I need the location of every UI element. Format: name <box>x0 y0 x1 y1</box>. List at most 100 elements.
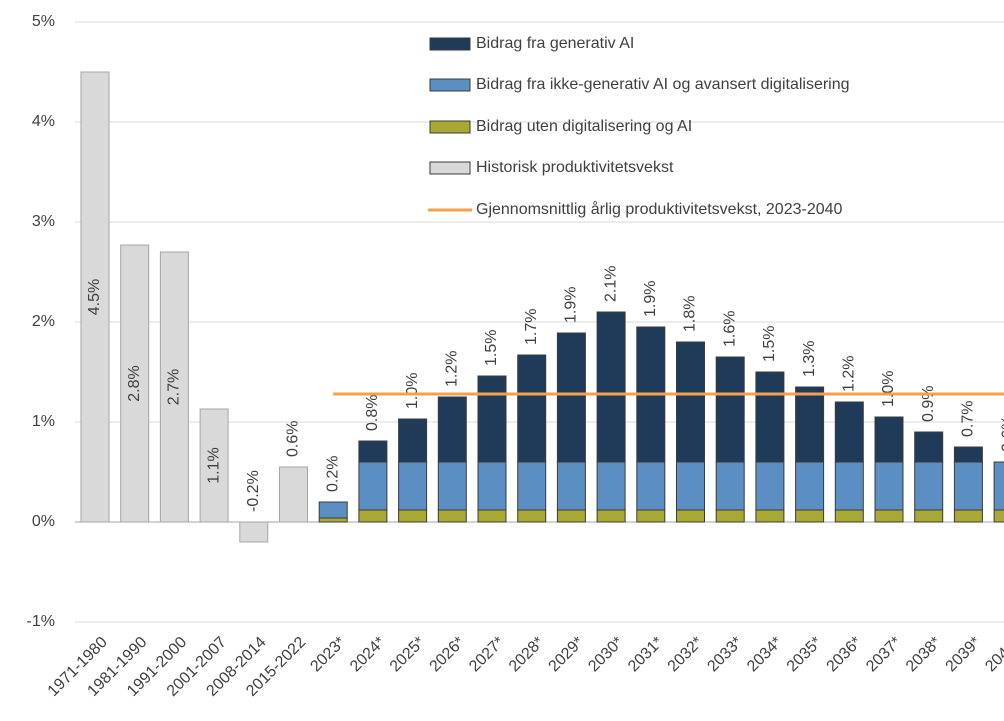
legend-label: Bidrag fra generativ AI <box>476 35 634 52</box>
x-tick-label: 2038* <box>903 634 945 676</box>
data-label: 0.9% <box>920 386 937 422</box>
bar <box>596 311 626 463</box>
data-label: 0.8% <box>364 395 381 431</box>
bar <box>715 509 745 523</box>
data-label: -0.2% <box>245 470 262 512</box>
data-label: 1.9% <box>563 287 580 323</box>
bar <box>874 416 904 463</box>
data-label: 2.7% <box>166 369 183 405</box>
bar <box>795 386 825 463</box>
bar <box>556 509 586 523</box>
bar <box>636 461 666 511</box>
data-label: 1.9% <box>642 281 659 317</box>
bar <box>676 461 705 511</box>
bar <box>755 371 785 463</box>
bar <box>676 509 705 523</box>
bar <box>437 461 467 511</box>
bar <box>517 354 547 463</box>
bar <box>834 461 864 511</box>
bar <box>874 461 904 511</box>
bar <box>596 461 626 511</box>
bar <box>159 251 189 523</box>
bar <box>715 356 745 463</box>
data-label: 0.6% <box>285 421 302 457</box>
data-label: 1.1% <box>205 447 222 483</box>
x-tick-label: 2028* <box>506 634 548 676</box>
data-label: 1.3% <box>801 341 818 377</box>
bar <box>477 509 507 523</box>
bar <box>914 431 944 463</box>
data-label: 1.2% <box>444 351 461 387</box>
data-label: 0.7% <box>960 401 977 437</box>
legend-label: Bidrag fra ikke-generativ AI og avansert… <box>476 76 850 93</box>
bar <box>120 244 150 523</box>
data-label: 0.6% <box>999 416 1004 452</box>
legend-label: Bidrag uten digitalisering og AI <box>476 118 692 135</box>
bar <box>795 509 825 523</box>
x-tick-label: 2026* <box>427 634 469 676</box>
x-tick-label: 2040* <box>982 634 1004 676</box>
bar <box>477 375 507 463</box>
bar <box>358 461 388 511</box>
bar <box>953 461 983 511</box>
bar <box>636 509 666 523</box>
bar <box>596 509 626 523</box>
data-label: 1.5% <box>761 326 778 362</box>
bar <box>398 509 428 523</box>
x-tick-label: 2033* <box>704 634 746 676</box>
data-label: 4.5% <box>86 279 103 315</box>
legend-label: Historisk produktivitetsvekst <box>476 159 674 176</box>
legend-swatch <box>429 161 471 175</box>
y-tick-label: 3% <box>32 213 55 230</box>
bar <box>358 509 388 523</box>
bar <box>398 418 428 463</box>
bar <box>914 461 944 511</box>
data-label: 1.5% <box>483 330 500 366</box>
y-tick-label: 4% <box>32 113 55 130</box>
x-tick-label: 2024* <box>347 634 389 676</box>
bar <box>914 509 944 523</box>
bar <box>755 461 785 511</box>
legend-label: Gjennomsnittlig årlig produktivitetsveks… <box>476 200 843 218</box>
bar <box>318 517 348 523</box>
x-tick-label: 2027* <box>466 634 508 676</box>
y-tick-label: 0% <box>32 513 55 530</box>
y-tick-label: 5% <box>32 13 55 30</box>
bar <box>517 509 547 523</box>
x-tick-label: 2037* <box>863 634 905 676</box>
x-tick-label: 2036* <box>824 634 866 676</box>
bar <box>437 509 467 523</box>
bar <box>556 461 586 511</box>
data-label: 1.6% <box>721 311 738 347</box>
bar <box>676 341 705 463</box>
data-label: 1.7% <box>523 309 540 345</box>
data-label: 1.8% <box>682 296 699 332</box>
bar <box>953 509 983 523</box>
bar <box>318 501 348 519</box>
data-label: 1.0% <box>880 371 897 407</box>
x-tick-label: 2029* <box>546 634 588 676</box>
bar <box>398 461 428 511</box>
bar <box>239 521 269 543</box>
bar <box>477 461 507 511</box>
data-label: 1.0% <box>404 373 421 409</box>
bar <box>199 408 229 523</box>
bar <box>953 446 983 463</box>
data-label: 2.8% <box>126 365 143 401</box>
bar <box>556 332 586 463</box>
bar <box>279 466 308 523</box>
x-tick-label: 2034* <box>744 634 786 676</box>
legend-swatch <box>429 120 471 134</box>
legend-swatch <box>429 37 471 51</box>
data-label: 2.1% <box>602 266 619 302</box>
x-tick-label: 2030* <box>585 634 627 676</box>
bar <box>993 509 1004 523</box>
legend-swatch <box>429 78 471 92</box>
bar <box>795 461 825 511</box>
bar <box>358 440 388 463</box>
x-tick-label: 2023* <box>307 634 349 676</box>
bar <box>517 461 547 511</box>
x-tick-label: 2025* <box>387 634 429 676</box>
x-tick-label: 2031* <box>625 634 667 676</box>
